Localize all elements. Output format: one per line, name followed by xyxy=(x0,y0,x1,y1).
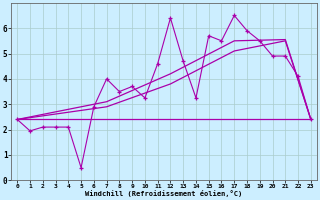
X-axis label: Windchill (Refroidissement éolien,°C): Windchill (Refroidissement éolien,°C) xyxy=(85,190,243,197)
